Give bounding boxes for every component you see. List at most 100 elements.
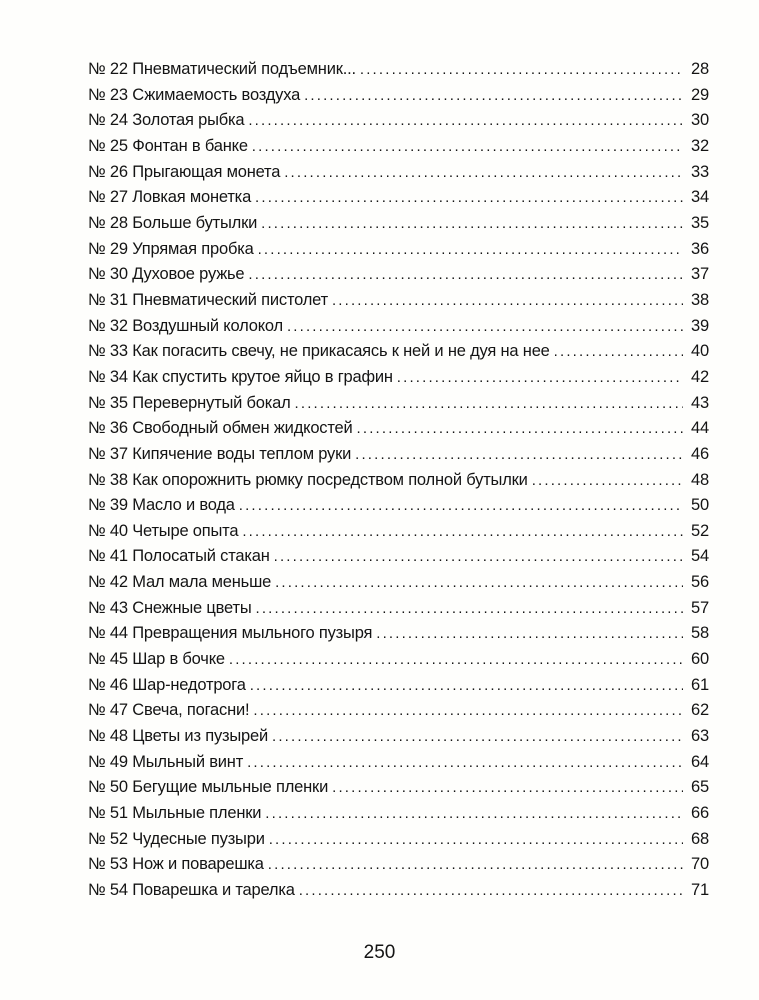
- leader-dots: [275, 574, 683, 591]
- toc-entry-page: 66: [691, 804, 709, 823]
- toc-entry: № 44 Превращения мыльного пузыря 58: [88, 624, 709, 650]
- toc-entry-page: 57: [691, 598, 709, 617]
- toc-entry: № 41 Полосатый стакан 54: [88, 547, 709, 573]
- leader-dots: [332, 292, 683, 309]
- leader-dots: [255, 189, 683, 206]
- toc-entry: № 27 Ловкая монетка 34: [88, 188, 709, 214]
- toc-entry-page: 50: [691, 496, 709, 515]
- toc-entry: № 39 Масло и вода 50: [88, 496, 709, 522]
- toc-entry-title: № 24 Золотая рыбка: [88, 111, 245, 130]
- table-of-contents: № 22 Пневматический подъемник... 28 № 23 С…: [88, 60, 709, 907]
- toc-entry-title: № 41 Полосатый стакан: [88, 547, 270, 566]
- toc-entry-page: 28: [691, 60, 709, 78]
- toc-entry: № 32 Воздушный колокол 39: [88, 317, 709, 343]
- toc-entry: № 54 Поварешка и тарелка 71: [88, 881, 709, 907]
- toc-entry-title: № 52 Чудесные пузыри: [88, 829, 265, 848]
- toc-entry: № 46 Шар-недотрога 61: [88, 676, 709, 702]
- toc-entry-page: 52: [691, 521, 709, 540]
- toc-entry-page: 37: [691, 265, 709, 284]
- leader-dots: [242, 523, 683, 540]
- toc-entry-page: 61: [691, 675, 709, 694]
- toc-entry-title: № 38 Как опорожнить рюмку посредством по…: [88, 470, 528, 489]
- toc-entry-title: № 44 Превращения мыльного пузыря: [88, 624, 373, 643]
- leader-dots: [284, 164, 683, 181]
- leader-dots: [258, 241, 683, 258]
- toc-entry-page: 48: [691, 470, 709, 489]
- toc-entry-title: № 33 Как погасить свечу, не прикасаясь к…: [88, 342, 550, 361]
- toc-entry-title: № 40 Четыре опыта: [88, 521, 239, 540]
- leader-dots: [287, 318, 683, 335]
- toc-entry-page: 56: [691, 573, 709, 592]
- toc-entry-page: 43: [691, 393, 709, 412]
- leader-dots: [554, 343, 683, 360]
- toc-entry: № 42 Мал мала меньше 56: [88, 573, 709, 599]
- toc-entry-page: 54: [691, 547, 709, 566]
- toc-entry-title: № 29 Упрямая пробка: [88, 239, 254, 258]
- toc-entry: № 31 Пневматический пистолет 38: [88, 291, 709, 317]
- leader-dots: [299, 882, 683, 899]
- leader-dots: [376, 625, 683, 642]
- toc-entry: № 25 Фонтан в банке 32: [88, 137, 709, 163]
- toc-entry-page: 42: [691, 367, 709, 386]
- toc-entry: № 51 Мыльные пленки 66: [88, 804, 709, 830]
- leader-dots: [239, 497, 683, 514]
- toc-entry-page: 35: [691, 213, 709, 232]
- leader-dots: [272, 728, 683, 745]
- toc-entry-title: № 22 Пневматический подъемник...: [88, 60, 356, 78]
- toc-entry: № 38 Как опорожнить рюмку посредством по…: [88, 471, 709, 497]
- toc-entry-title: № 45 Шар в бочке: [88, 650, 225, 669]
- leader-dots: [256, 600, 684, 617]
- toc-entry: № 47 Свеча, погасни! 62: [88, 701, 709, 727]
- leader-dots: [355, 446, 683, 463]
- toc-entry-title: № 34 Как спустить крутое яйцо в графин: [88, 367, 393, 386]
- leader-dots: [261, 215, 683, 232]
- toc-entry: № 24 Золотая рыбка 30: [88, 111, 709, 137]
- toc-entry: № 23 Сжимаемость воздуха 29: [88, 86, 709, 112]
- toc-entry-title: № 50 Бегущие мыльные пленки: [88, 778, 329, 797]
- toc-entry: № 43 Снежные цветы 57: [88, 599, 709, 625]
- toc-entry-title: № 37 Кипячение воды теплом руки: [88, 444, 352, 463]
- toc-entry-title: № 47 Свеча, погасни!: [88, 701, 250, 720]
- toc-entry-page: 58: [691, 624, 709, 643]
- toc-entry: № 45 Шар в бочке 60: [88, 650, 709, 676]
- toc-entry-page: 44: [691, 419, 709, 438]
- toc-entry-title: № 23 Сжимаемость воздуха: [88, 85, 301, 104]
- toc-entry-page: 38: [691, 290, 709, 309]
- leader-dots: [265, 805, 683, 822]
- toc-entry-title: № 48 Цветы из пузырей: [88, 727, 268, 746]
- leader-dots: [252, 138, 683, 155]
- toc-entry-page: 39: [691, 316, 709, 335]
- toc-entry-title: № 54 Поварешка и тарелка: [88, 881, 295, 899]
- toc-entry-title: № 43 Снежные цветы: [88, 598, 252, 617]
- leader-dots: [247, 754, 683, 771]
- toc-entry: № 30 Духовое ружье 37: [88, 265, 709, 291]
- toc-entry: № 34 Как спустить крутое яйцо в графин 42: [88, 368, 709, 394]
- toc-entry: № 36 Свободный обмен жидкостей 44: [88, 419, 709, 445]
- toc-entry: № 26 Прыгающая монета 33: [88, 163, 709, 189]
- toc-entry-page: 63: [691, 727, 709, 746]
- toc-entry-page: 33: [691, 162, 709, 181]
- toc-entry-title: № 27 Ловкая монетка: [88, 188, 252, 207]
- toc-entry: № 37 Кипячение воды теплом руки 46: [88, 445, 709, 471]
- toc-entry-page: 29: [691, 85, 709, 104]
- toc-entry: № 49 Мыльный винт 64: [88, 753, 709, 779]
- toc-entry: № 53 Нож и поварешка 70: [88, 855, 709, 881]
- toc-entry: № 50 Бегущие мыльные пленки 65: [88, 778, 709, 804]
- toc-entry-title: № 42 Мал мала меньше: [88, 573, 272, 592]
- leader-dots: [397, 369, 683, 386]
- toc-entry-page: 36: [691, 239, 709, 258]
- leader-dots: [248, 112, 683, 129]
- toc-entry: № 40 Четыре опыта 52: [88, 522, 709, 548]
- toc-entry-page: 30: [691, 111, 709, 130]
- leader-dots: [274, 548, 683, 565]
- leader-dots: [269, 831, 683, 848]
- toc-entry-page: 64: [691, 752, 709, 771]
- toc-entry-page: 46: [691, 444, 709, 463]
- toc-entry-title: № 39 Масло и вода: [88, 496, 235, 515]
- leader-dots: [248, 266, 683, 283]
- leader-dots: [304, 87, 683, 104]
- toc-entry-title: № 25 Фонтан в банке: [88, 136, 248, 155]
- toc-entry: № 28 Больше бутылки 35: [88, 214, 709, 240]
- toc-entry-page: 32: [691, 136, 709, 155]
- toc-entry: № 48 Цветы из пузырей 63: [88, 727, 709, 753]
